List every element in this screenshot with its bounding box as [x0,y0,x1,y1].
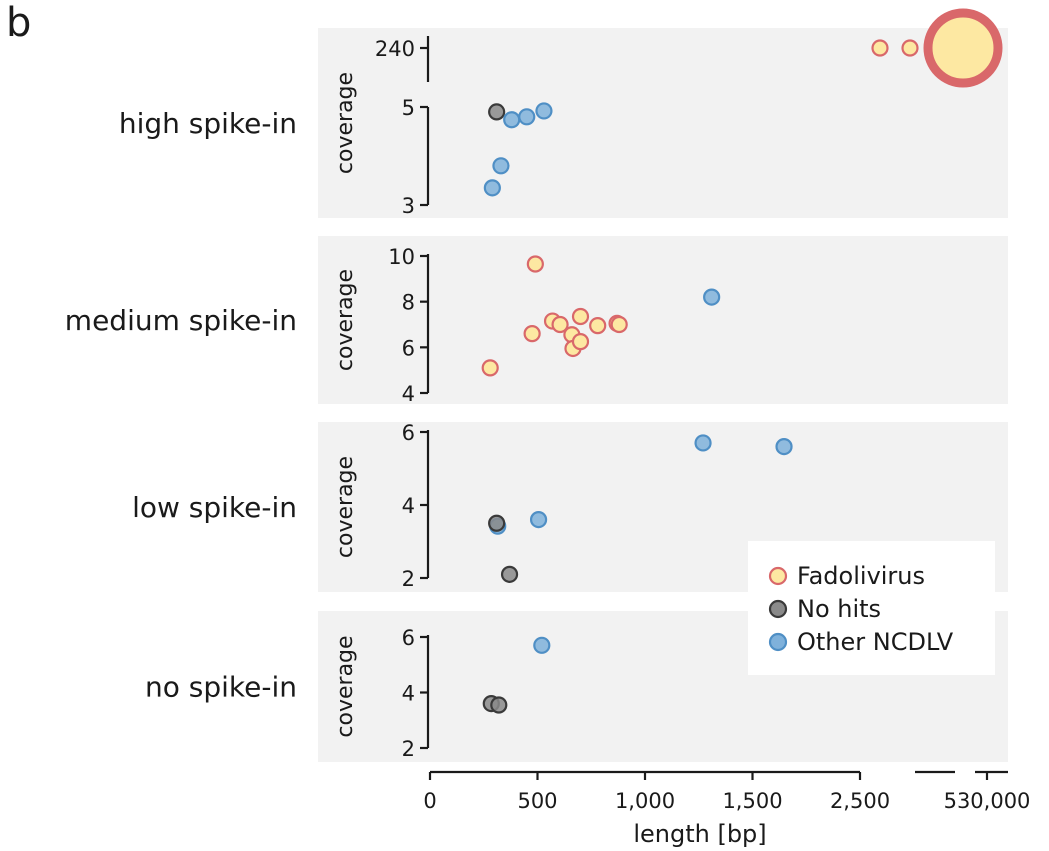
data-point-fado [610,315,628,334]
y-axis-label: coverage [333,72,358,174]
watermark-text: 搜狐号@美格基因 [883,818,1035,841]
x-tick-label: 1,000 [615,789,675,813]
y-tick-label: 6 [402,421,415,445]
data-point-other [503,111,521,129]
y-tick-label: 10 [388,245,415,269]
legend-marker-other [768,632,788,652]
data-point-other [533,636,551,654]
data-point-fado [523,325,541,343]
y-tick-label: 2 [402,737,415,761]
data-point-other [694,434,712,452]
x-tick-label: 530,000 [944,789,1031,813]
legend-marker-nohits [768,599,788,619]
panel-row-label: no spike-in [145,671,297,704]
y-tick-label: 2 [402,567,415,591]
legend-label-fado: Fadolivirus [797,562,925,590]
data-point-fado [571,307,590,326]
x-axis: 0 500 1,000 1,500 2,500 530,000 [423,770,1031,813]
data-point-fado [871,39,889,57]
panel-low-spike-in: low spike-in coverage 2 4 6 [132,421,1008,592]
y-tick-label: 4 [402,382,415,406]
data-point-other [535,102,553,120]
panel-background [318,236,1008,404]
data-point-fado [481,359,499,377]
y-axis-label: coverage [333,635,358,737]
y-tick-label: 8 [402,291,415,315]
x-tick-label: 1,500 [722,789,782,813]
y-tick-label: 240 [375,37,415,61]
data-point-other [703,288,721,306]
data-point-fado [589,317,607,335]
y-tick-label: 3 [402,194,415,218]
data-point-other [529,510,548,529]
legend: Fadolivirus No hits Other NCDLV [748,541,995,675]
data-point-other [775,438,793,456]
data-point-fado [551,315,569,334]
x-tick-label: 2,500 [830,789,890,813]
data-point-nohits [488,514,506,532]
panel-row-label: high spike-in [119,107,297,140]
x-axis-label: length [bp] [633,820,766,848]
panel-row-label: medium spike-in [65,304,297,337]
y-tick-label: 4 [402,494,415,518]
panel-background [318,28,1008,218]
y-tick-label: 6 [402,336,415,360]
data-point-fado [571,333,590,351]
y-tick-label: 5 [402,96,415,120]
panel-medium-spike-in: medium spike-in coverage 4 6 8 10 [65,236,1008,406]
panel-no-spike-in: no spike-in coverage 2 4 6 [145,611,1008,762]
x-tick-label: 0 [423,789,436,813]
panel-letter: b [6,0,31,46]
panel-high-spike-in: high spike-in coverage 3 5 240 [119,8,1008,218]
data-point-nohits [490,696,508,714]
panel-row-label: low spike-in [132,491,297,524]
y-tick-label: 6 [402,626,415,650]
data-point-fado [923,8,1003,88]
data-point-nohits [500,565,519,583]
data-point-fado [526,255,544,273]
y-tick-label: 4 [402,682,415,706]
data-point-fado [901,39,919,57]
legend-label-nohits: No hits [797,595,881,623]
x-tick-label: 500 [517,789,557,813]
data-point-other [492,157,510,175]
data-point-other [518,108,536,126]
y-axis-label: coverage [333,456,358,558]
panels-group: high spike-in coverage 3 5 240 medium spike-i… [65,8,1008,762]
data-point-other [483,179,501,197]
y-axis-label: coverage [333,269,358,371]
legend-box [748,541,995,675]
legend-label-other: Other NCDLV [797,628,954,656]
legend-marker-fado [768,566,788,586]
data-point-nohits [488,103,506,121]
